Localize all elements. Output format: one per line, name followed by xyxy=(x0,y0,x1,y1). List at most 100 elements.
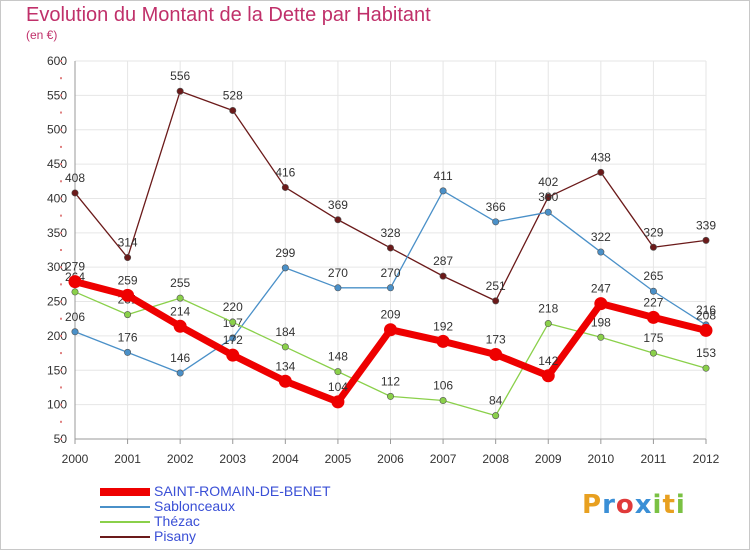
y-tick-label: 100 xyxy=(47,398,67,412)
data-point-th-zac xyxy=(281,343,289,351)
data-point-sablonceaux xyxy=(229,334,237,342)
data-point-saint-romain-de-benet xyxy=(384,323,397,337)
data-label-th-zac: 175 xyxy=(643,331,663,345)
data-point-th-zac xyxy=(124,311,132,319)
data-label-saint-romain-de-benet: 214 xyxy=(170,304,190,318)
data-label-saint-romain-de-benet: 247 xyxy=(591,282,611,296)
data-label-pisany: 408 xyxy=(65,171,85,185)
data-label-pisany: 314 xyxy=(118,236,138,250)
chart-subtitle: (en €) xyxy=(26,28,58,42)
data-point-th-zac xyxy=(386,392,394,400)
y-tick-label: 300 xyxy=(47,260,67,274)
data-label-sablonceaux: 411 xyxy=(434,169,453,183)
data-label-saint-romain-de-benet: 279 xyxy=(65,260,85,274)
data-point-saint-romain-de-benet xyxy=(699,323,713,337)
data-label-sablonceaux: 265 xyxy=(643,269,663,283)
data-label-th-zac: 112 xyxy=(381,374,400,388)
legend-swatch-saint-romain-de-benet xyxy=(100,488,150,496)
x-tick-label: 2003 xyxy=(219,452,246,466)
data-label-pisany: 438 xyxy=(591,150,611,164)
chart-title: Evolution du Montant de la Dette par Hab… xyxy=(26,4,431,26)
data-point-pisany xyxy=(229,106,237,114)
data-point-th-zac xyxy=(439,397,447,405)
data-point-sablonceaux xyxy=(544,208,552,216)
data-label-sablonceaux: 380 xyxy=(538,190,558,204)
data-label-th-zac: 106 xyxy=(433,379,453,393)
data-label-saint-romain-de-benet: 104 xyxy=(328,380,348,394)
data-point-saint-romain-de-benet xyxy=(121,288,135,302)
data-label-pisany: 287 xyxy=(433,254,453,268)
data-point-pisany xyxy=(386,244,394,252)
data-point-sablonceaux xyxy=(439,187,447,195)
data-label-pisany: 556 xyxy=(170,69,190,83)
x-tick-label: 2005 xyxy=(325,452,352,466)
x-tick-label: 2007 xyxy=(430,452,457,466)
y-tick-label: 350 xyxy=(47,226,67,240)
data-point-saint-romain-de-benet xyxy=(541,369,555,383)
y-tick-label: 500 xyxy=(47,123,67,137)
data-point-saint-romain-de-benet xyxy=(226,348,240,362)
data-label-th-zac: 84 xyxy=(489,394,503,408)
logo-letter: i xyxy=(652,490,663,520)
data-point-saint-romain-de-benet xyxy=(646,310,660,324)
legend-label-pisany: Pisany xyxy=(154,528,197,544)
data-point-sablonceaux xyxy=(492,218,500,226)
logo-letter: x xyxy=(634,490,653,520)
data-label-pisany: 402 xyxy=(538,175,558,189)
data-label-th-zac: 218 xyxy=(538,302,558,316)
data-point-sablonceaux xyxy=(386,284,394,292)
data-point-th-zac xyxy=(702,364,710,372)
data-point-th-zac xyxy=(492,412,500,420)
data-label-saint-romain-de-benet: 142 xyxy=(538,354,558,368)
logo-letter: i xyxy=(675,490,686,520)
data-point-saint-romain-de-benet xyxy=(331,395,345,409)
x-tick-label: 2001 xyxy=(114,452,141,466)
data-label-pisany: 251 xyxy=(486,279,506,293)
data-label-sablonceaux: 206 xyxy=(65,310,85,324)
data-label-sablonceaux: 366 xyxy=(486,200,506,214)
x-tick-label: 2011 xyxy=(641,452,667,466)
x-tick-label: 2008 xyxy=(482,452,509,466)
logo-letter: r xyxy=(602,490,616,520)
data-point-sablonceaux xyxy=(176,369,184,377)
data-label-pisany: 416 xyxy=(275,165,295,179)
data-point-th-zac xyxy=(334,368,342,376)
data-point-saint-romain-de-benet xyxy=(173,319,187,333)
data-point-sablonceaux xyxy=(124,348,132,356)
data-label-saint-romain-de-benet: 259 xyxy=(118,273,138,287)
legend-label-th-zac: Thézac xyxy=(154,513,200,529)
data-label-saint-romain-de-benet: 192 xyxy=(433,319,453,333)
data-point-pisany xyxy=(124,254,132,262)
data-label-saint-romain-de-benet: 173 xyxy=(486,332,506,346)
y-tick-label: 150 xyxy=(47,363,67,377)
data-point-saint-romain-de-benet xyxy=(594,297,608,311)
data-point-pisany xyxy=(176,87,184,95)
x-tick-label: 2002 xyxy=(167,452,194,466)
y-tick-label: 450 xyxy=(47,157,67,171)
legend-label-sablonceaux: Sablonceaux xyxy=(154,498,235,514)
y-tick-label: 200 xyxy=(47,329,67,343)
logo-letter: o xyxy=(615,490,635,520)
y-tick-label: 600 xyxy=(47,54,67,68)
legend-swatch-pisany xyxy=(100,536,150,538)
data-point-pisany xyxy=(702,236,710,244)
y-tick-label: 550 xyxy=(47,88,67,102)
logo-letter: t xyxy=(662,490,676,520)
data-point-sablonceaux xyxy=(649,287,657,295)
data-point-th-zac xyxy=(71,288,79,296)
data-label-pisany: 339 xyxy=(696,218,716,232)
data-point-pisany xyxy=(597,168,605,176)
data-point-sablonceaux xyxy=(281,264,289,272)
data-point-pisany xyxy=(439,272,447,280)
data-label-pisany: 329 xyxy=(643,225,663,239)
legend-swatch-th-zac xyxy=(100,521,150,523)
y-tick-label: 400 xyxy=(47,191,67,205)
data-label-sablonceaux: 146 xyxy=(170,351,190,365)
data-label-saint-romain-de-benet: 134 xyxy=(275,359,295,373)
data-label-th-zac: 255 xyxy=(170,276,190,290)
data-point-pisany xyxy=(492,297,500,305)
x-tick-label: 2010 xyxy=(587,452,614,466)
x-tick-label: 2012 xyxy=(693,452,720,466)
data-point-saint-romain-de-benet xyxy=(489,347,503,361)
